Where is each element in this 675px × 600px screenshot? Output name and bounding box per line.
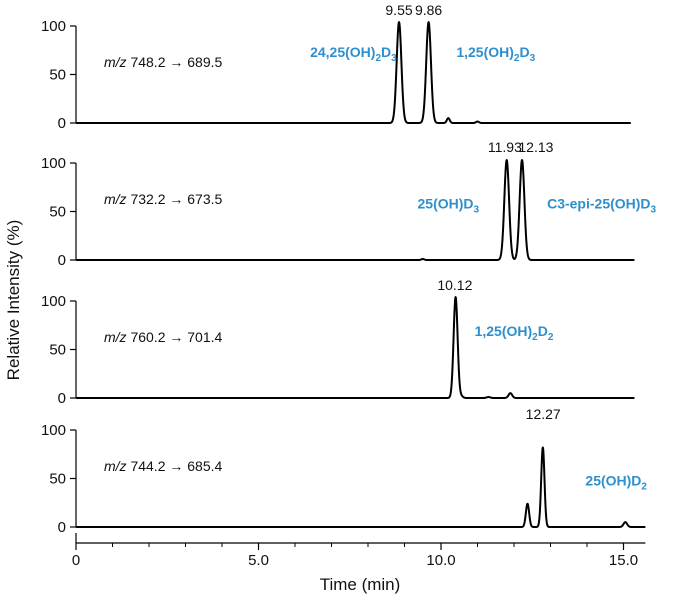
compound-label: 1,25(OH)2D3 — [456, 44, 535, 64]
compound-label-text: C3-epi-25(OH)D — [547, 196, 650, 212]
chromatogram-panels: 0 50 100 m/z 748.2 → 689.5 9.55 9.86 24,25(OH)… — [41, 2, 657, 536]
chromatogram-trace — [75, 446, 647, 528]
transition-value: 748.2 → 689.5 — [127, 54, 223, 70]
y-tick-label: 100 — [41, 293, 66, 310]
y-tick-label: 100 — [41, 18, 66, 35]
y-tick-label: 0 — [58, 390, 66, 407]
compound-label-subscript: 2 — [514, 53, 520, 64]
x-axis-title: Time (min) — [320, 575, 401, 594]
chromatogram-panel: 0 50 100 m/z 744.2 → 685.4 12.27 25(OH)D2 — [41, 406, 647, 536]
y-tick-label: 0 — [58, 519, 66, 536]
peak-rt-label: 10.12 — [437, 277, 472, 293]
compound-label-subscript: 2 — [641, 481, 647, 492]
compound-label: 25(OH)D3 — [418, 196, 480, 216]
compound-label-subscript: 3 — [651, 205, 657, 216]
transition-label: m/z 748.2 → 689.5 — [104, 54, 223, 70]
transition-prefix: m/z — [104, 329, 127, 345]
compound-label: 25(OH)D2 — [585, 472, 647, 492]
y-tick-label: 100 — [41, 155, 66, 172]
compound-label-text: D — [381, 44, 391, 60]
compound-label-subscript: 2 — [375, 53, 381, 64]
compound-label-text: D — [519, 44, 529, 60]
peak-rt-label: 12.27 — [526, 406, 561, 422]
compound-label-subscript: 2 — [532, 332, 538, 343]
x-tick-label: 15.0 — [609, 552, 638, 569]
y-tick-label: 50 — [49, 342, 66, 359]
peak-rt-label: 9.86 — [415, 2, 442, 18]
compound-label: 24,25(OH)2D3 — [310, 44, 397, 64]
x-tick-label: 10.0 — [426, 552, 455, 569]
compound-label-text: 25(OH)D — [585, 472, 641, 488]
y-tick-label: 100 — [41, 422, 66, 439]
compound-label-subscript: 3 — [530, 53, 536, 64]
transition-value: 744.2 → 685.4 — [127, 458, 223, 474]
y-axis-title: Relative Intensity (%) — [4, 220, 23, 381]
compound-label: C3-epi-25(OH)D3 — [547, 196, 656, 216]
transition-prefix: m/z — [104, 191, 127, 207]
peak-rt-label: 9.55 — [385, 2, 412, 18]
x-tick-label: 0 — [72, 552, 80, 569]
compound-label-text: 1,25(OH) — [475, 323, 533, 339]
compound-label: 1,25(OH)2D2 — [475, 323, 554, 343]
y-tick-label: 50 — [49, 204, 66, 221]
chromatogram-trace — [75, 159, 636, 261]
transition-value: 732.2 → 673.5 — [127, 191, 223, 207]
transition-prefix: m/z — [104, 54, 127, 70]
transition-label: m/z 744.2 → 685.4 — [104, 458, 223, 474]
transition-label: m/z 760.2 → 701.4 — [104, 329, 223, 345]
y-tick-label: 50 — [49, 67, 66, 84]
compound-label-subscript: 2 — [548, 332, 554, 343]
compound-label-text: 1,25(OH) — [456, 44, 514, 60]
compound-label-subscript: 3 — [474, 205, 480, 216]
chromatogram-trace — [75, 296, 636, 399]
transition-value: 760.2 → 701.4 — [127, 329, 223, 345]
transition-label: m/z 732.2 → 673.5 — [104, 191, 223, 207]
y-tick-label: 0 — [58, 252, 66, 269]
x-tick-label: 5.0 — [248, 552, 269, 569]
compound-label-text: 24,25(OH) — [310, 44, 375, 60]
transition-prefix: m/z — [104, 458, 127, 474]
x-axis: 0 5.0 10.0 15.0 — [72, 533, 646, 569]
chromatogram-panel: 0 50 100 m/z 748.2 → 689.5 9.55 9.86 24,25(OH)… — [41, 2, 632, 132]
compound-label-text: D — [538, 323, 548, 339]
peak-rt-label: 11.93 — [488, 139, 522, 155]
y-tick-label: 0 — [58, 115, 66, 132]
compound-label-subscript: 3 — [391, 53, 397, 64]
peak-rt-label: 12.13 — [518, 139, 553, 155]
y-tick-label: 50 — [49, 471, 66, 488]
compound-label-text: 25(OH)D — [418, 196, 474, 212]
chromatogram-trace — [75, 21, 632, 124]
